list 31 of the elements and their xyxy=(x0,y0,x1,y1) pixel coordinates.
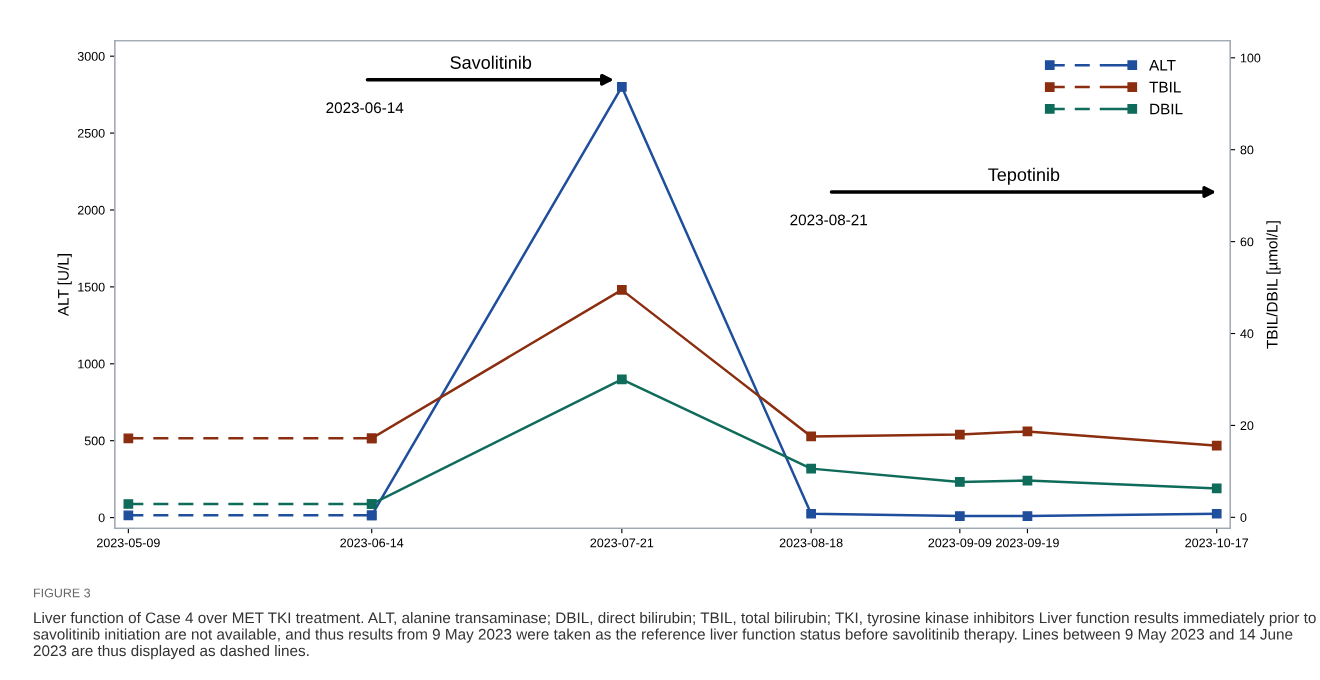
y2-tick-label: 0 xyxy=(1240,513,1247,522)
y-axis-title: ALT [U/L] xyxy=(57,254,72,317)
annotation: 2023-08-21 xyxy=(790,214,868,226)
annotation: Savolitinib xyxy=(450,55,532,69)
x-tick-label: 2023-07-21 xyxy=(590,538,654,548)
y-tick-label: 2500 xyxy=(77,128,105,138)
x-tick-label: 2023-08-18 xyxy=(779,538,843,548)
annotation: Tepotinib xyxy=(988,167,1060,185)
y2-tick-label: 100 xyxy=(1240,53,1261,63)
y-tick-label: 0 xyxy=(98,513,105,523)
x-tick-label: 2023-10-17 xyxy=(1185,538,1249,548)
y2-tick-label: 60 xyxy=(1240,237,1254,247)
legend-label: ALT xyxy=(1149,59,1176,71)
y2-tick-label: 80 xyxy=(1240,145,1254,155)
y-tick-label: 2000 xyxy=(77,205,105,215)
caption: FIGURE 3 xyxy=(34,588,91,598)
y-tick-label: 1500 xyxy=(78,282,105,292)
y2-axis-title: TBIL/DBIL [µmol/L] xyxy=(1266,221,1281,349)
y-tick-label: 3000 xyxy=(77,51,105,61)
annotation: 2023-06-14 xyxy=(326,102,404,114)
text: Liver function of Case 4 over MET TKI treatment. ALT, alanine transaminase; DBIL, direct bilirubin; TBIL, total bilirubin; TKI, tyrosine kinase inhibitors Liver function results immediately prior to savolitinib initiation are not available, and thus results from 9 May 2023 were taken as the reference liver function status before savolitinib therapy. Lines between 9 May 2023 and 14 June 2023 are thus displayed as dashed lines. xyxy=(33,612,1316,660)
x-tick-label: 2023-09-19 xyxy=(996,538,1059,548)
legend-label: TBIL xyxy=(1149,81,1181,93)
y-tick-label: 1000 xyxy=(78,359,105,369)
x-tick-label: 2023-05-09 xyxy=(97,538,160,548)
x-tick-label: 2023-09-09 xyxy=(928,538,992,548)
y-tick-label: 500 xyxy=(84,436,105,446)
legend-label: DBIL xyxy=(1150,103,1183,115)
x-tick-label: 2023-06-14 xyxy=(340,538,404,548)
y2-tick-label: 20 xyxy=(1240,421,1254,431)
y2-tick-label: 40 xyxy=(1240,329,1254,339)
